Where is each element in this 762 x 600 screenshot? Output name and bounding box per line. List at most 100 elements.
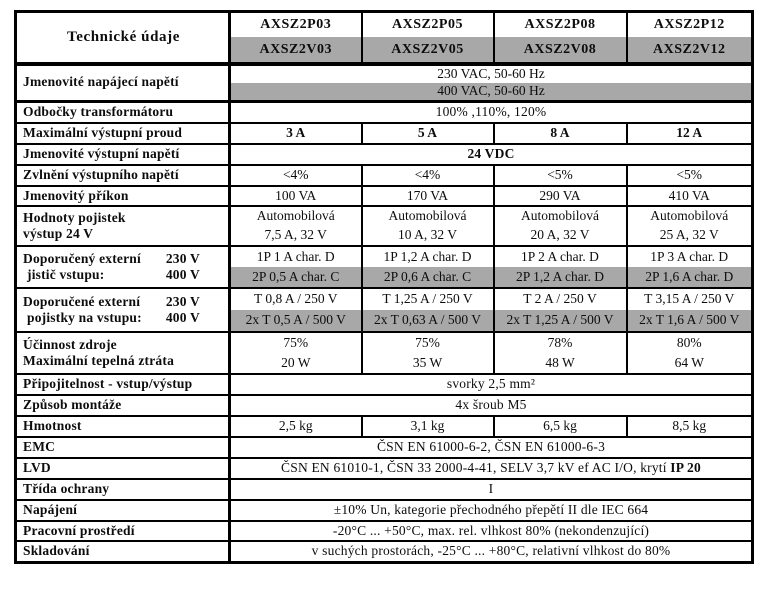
row-label-ripple: Zvlnění výstupního napětí [14,163,231,187]
row-input-breaker: Doporučený externí 230 V jistič vstupu: … [14,245,754,290]
cell-value: 3,1 kg [360,415,495,438]
efficiency-value: 80% [676,334,702,350]
cell-value: Automobilová 20 A, 32 V [492,205,628,248]
heat-loss-value: 20 W [281,354,311,370]
row-label-supply-voltage: Jmenovité napájecí napětí [14,62,231,103]
row-label-max-output-current: Maximální výstupní proud [14,121,231,145]
row-label-storage: Skladování [14,540,231,564]
label-line: Účinnost zdroje [23,336,117,352]
cell-value: Automobilová 25 A, 32 V [625,205,754,248]
row-mounting: Způsob montáže 4x šroub M5 [14,394,754,418]
fuse-rating: 20 A, 32 V [530,227,590,243]
row-label-emc: EMC [14,436,231,459]
fuse-230v: T 3,15 A / 250 V [644,291,735,307]
model-v-name: AXSZ2V03 [231,37,360,60]
cell-value: <5% [625,163,754,187]
cell-emc: ČSN EN 61000-6-2, ČSN EN 61000-6-3 [228,436,754,459]
cell-value: Automobilová 10 A, 32 V [360,205,495,248]
cell-value: 1P 1,2 A char. D 2P 0,6 A char. C [360,245,495,290]
model-p-name: AXSZ2P12 [653,17,725,33]
label-line: výstup 24 V [23,226,94,242]
cell-value: <4% [228,163,363,187]
technical-data-table: Technické údaje AXSZ2P03 AXSZ2V03 AXSZ2P… [14,10,754,565]
breaker-230v: 1P 1 A char. D [256,248,335,264]
cell-value: 410 VA [625,184,754,208]
cell-value: T 0,8 A / 250 V 2x T 0,5 A / 500 V [228,287,363,334]
model-p-name: AXSZ2P08 [524,17,596,33]
breaker-400v: 2P 0,5 A char. C [231,267,360,287]
cell-supply-voltage: 230 VAC, 50-60 Hz 400 VAC, 50-60 Hz [228,62,754,103]
breaker-230v: 1P 3 A char. D [650,248,729,264]
row-label-protection-class: Třída ochrany [14,477,231,501]
cell-value: 5 A [360,121,495,145]
row-label-output-fuses: Hodnoty pojistek výstup 24 V [14,205,231,248]
cell-value: 100 VA [228,184,363,208]
model-v-name: AXSZ2V08 [495,37,625,60]
row-label-mounting: Způsob montáže [14,394,231,418]
cell-protection-class: I [228,477,754,501]
cell-value: 8 A [492,121,628,145]
breaker-400v: 2P 0,6 A char. C [363,267,492,287]
model-v-name: AXSZ2V12 [628,37,751,60]
fuse-type: Automobilová [388,208,467,224]
cell-mounting: 4x šroub M5 [228,394,754,418]
row-supply-voltage: Jmenovité napájecí napětí 230 VAC, 50-60… [14,62,754,103]
model-header-3: AXSZ2P08 AXSZ2V08 [492,10,628,66]
fuse-230v: T 1,25 A / 250 V [382,291,473,307]
cell-value: 2,5 kg [228,415,363,438]
model-header-4: AXSZ2P12 AXSZ2V12 [625,10,754,66]
fuse-230v: T 2 A / 250 V [523,291,597,307]
row-label-supply-tolerance: Napájení [14,498,231,522]
model-header-2: AXSZ2P05 AXSZ2V05 [360,10,495,66]
cell-lvd: ČSN EN 61010-1, ČSN 33 2000-4-41, SELV 3… [228,456,754,480]
efficiency-value: 75% [415,334,440,350]
heat-loss-value: 48 W [545,354,575,370]
efficiency-value: 78% [547,334,573,350]
label-voltage: 400 V [165,310,200,326]
breaker-230v: 1P 1,2 A char. D [383,248,472,264]
cell-value: Automobilová 7,5 A, 32 V [228,205,363,248]
cell-value: 78% 48 W [492,331,628,376]
cell-output-voltage: 24 VDC [228,142,754,166]
label-line: pojistky na vstupu: [27,310,142,326]
fuse-400v: 2x T 0,5 A / 500 V [231,310,360,331]
fuse-rating: 25 A, 32 V [659,227,719,243]
row-output-fuses: Hodnoty pojistek výstup 24 V Automobilov… [14,205,754,248]
cell-value: 12 A [625,121,754,145]
cell-value: 75% 35 W [360,331,495,376]
row-lvd: LVD ČSN EN 61010-1, ČSN 33 2000-4-41, SE… [14,456,754,480]
row-label-weight: Hmotnost [14,415,231,438]
value-400vac: 400 VAC, 50-60 Hz [231,82,751,99]
value-230vac: 230 VAC, 50-60 Hz [437,65,545,81]
cell-operating-environment: -20°C ... +50°C, max. rel. vlhkost 80% (… [228,519,754,543]
cell-supply-tolerance: ±10% Un, kategorie přechodného přepětí I… [228,498,754,522]
label-voltage: 230 V [165,250,200,266]
fuse-400v: 2x T 0,63 A / 500 V [363,310,492,331]
breaker-400v: 2P 1,6 A char. D [628,267,751,287]
row-max-output-current: Maximální výstupní proud 3 A 5 A 8 A 12 … [14,121,754,145]
row-output-voltage: Jmenovité výstupní napětí 24 VDC [14,142,754,166]
cell-value: T 2 A / 250 V 2x T 1,25 A / 500 V [492,287,628,334]
fuse-rating: 7,5 A, 32 V [264,227,327,243]
row-storage: Skladování v suchých prostorách, -25°C .… [14,540,754,564]
cell-value: T 1,25 A / 250 V 2x T 0,63 A / 500 V [360,287,495,334]
fuse-400v: 2x T 1,25 A / 500 V [495,310,625,331]
row-transformer-taps: Odbočky transformátoru 100% ,110%, 120% [14,100,754,124]
heat-loss-value: 64 W [674,354,704,370]
fuse-rating: 10 A, 32 V [397,227,457,243]
breaker-400v: 2P 1,2 A char. D [495,267,625,287]
header-row: Technické údaje AXSZ2P03 AXSZ2V03 AXSZ2P… [14,10,754,66]
efficiency-value: 75% [283,334,309,350]
fuse-type: Automobilová [521,208,599,224]
model-header-1: AXSZ2P03 AXSZ2V03 [228,10,363,66]
cell-value: 8,5 kg [625,415,754,438]
fuse-400v: 2x T 1,6 A / 500 V [628,310,751,331]
cell-value: 1P 1 A char. D 2P 0,5 A char. C [228,245,363,290]
row-label-input-breaker: Doporučený externí 230 V jistič vstupu: … [14,245,231,290]
cell-value: <5% [492,163,628,187]
row-label-lvd: LVD [14,456,231,480]
cell-value: 3 A [228,121,363,145]
label-voltage: 400 V [165,267,200,283]
row-operating-environment: Pracovní prostředí -20°C ... +50°C, max.… [14,519,754,543]
table-title: Technické údaje [14,10,231,66]
